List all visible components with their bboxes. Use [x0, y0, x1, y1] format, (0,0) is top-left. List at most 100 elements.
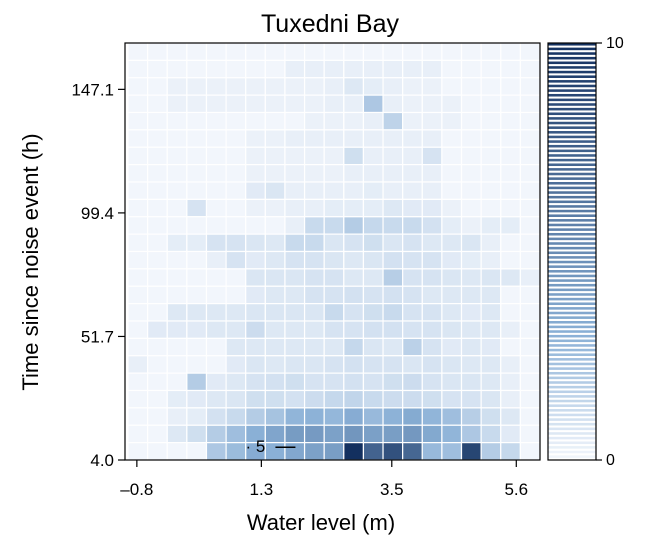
heatmap-cell: [264, 94, 286, 114]
heatmap-cell: [441, 372, 463, 392]
heatmap-cell: [343, 250, 365, 270]
colorbar-stripe: [548, 409, 596, 412]
heatmap-cell: [343, 233, 365, 253]
chart-title: Tuxedni Bay: [261, 10, 400, 38]
heatmap-cell: [421, 146, 443, 166]
heatmap-cell: [343, 424, 365, 444]
heatmap-cell: [402, 424, 423, 444]
colorbar-stripe: [548, 66, 596, 69]
heatmap-cells: [127, 42, 541, 461]
colorbar-stripe: [548, 52, 596, 55]
heatmap-cell: [500, 164, 521, 183]
heatmap-cell: [343, 181, 365, 200]
heatmap-cell: [362, 424, 384, 444]
heatmap-cell: [166, 442, 188, 461]
heatmap-cell: [421, 442, 443, 461]
colorbar-min-label: 0: [606, 452, 615, 469]
heatmap-cell: [343, 407, 365, 426]
heatmap-cell: [460, 42, 482, 61]
heatmap-cell: [166, 129, 188, 148]
heatmap-cell: [323, 372, 345, 392]
heatmap-cell: [303, 407, 325, 426]
heatmap-cell: [382, 77, 404, 96]
heatmap-cell: [421, 372, 443, 392]
heatmap-cell: [441, 303, 463, 322]
heatmap-cell: [500, 129, 521, 148]
heatmap-cell: [362, 42, 384, 61]
heatmap-cell: [500, 303, 521, 322]
heatmap-cell: [225, 216, 247, 235]
colorbar-stripe: [548, 242, 596, 245]
colorbar-stripe: [548, 371, 596, 375]
colorbar-stripe: [548, 418, 596, 421]
heatmap-cell: [382, 442, 404, 461]
x-tick-label: 5.6: [504, 480, 528, 499]
colorbar-frame: [547, 42, 597, 461]
heatmap-cell: [480, 442, 502, 461]
colorbar-stripe: [548, 214, 596, 217]
heatmap-cell: [205, 111, 227, 131]
heatmap-cell: [147, 164, 168, 183]
y-tick-label: 51.7: [81, 327, 114, 346]
heatmap-cell: [127, 355, 149, 374]
colorbar-stripe: [548, 422, 596, 426]
heatmap-cell: [284, 320, 306, 339]
heatmap-cell: [303, 303, 325, 322]
heatmap-cell: [323, 59, 345, 79]
heatmap-cell: [382, 129, 404, 148]
heatmap-cell: [186, 250, 208, 270]
heatmap-cell: [127, 372, 149, 392]
heatmap-cell: [460, 59, 482, 79]
heatmap-cell: [460, 355, 482, 374]
heatmap-cell: [225, 146, 247, 166]
heatmap-cell: [127, 424, 149, 444]
heatmap-cell: [147, 303, 168, 322]
heatmap-cell: [186, 442, 208, 461]
heatmap-cell: [284, 181, 306, 200]
heatmap-cell: [362, 355, 384, 374]
heatmap-cell: [264, 59, 286, 79]
heatmap-cell: [264, 389, 286, 409]
heatmap-cell: [166, 424, 188, 444]
heatmap-cell: [127, 59, 149, 79]
heatmap-cell: [441, 337, 463, 357]
heatmap-cell: [205, 233, 227, 253]
heatmap-cell: [323, 94, 345, 114]
heatmap-cell: [362, 250, 384, 270]
heatmap-cell: [245, 303, 266, 322]
heatmap-cell: [519, 303, 541, 322]
heatmap-cell: [460, 111, 482, 131]
heatmap-cell: [323, 233, 345, 253]
heatmap-cell: [303, 94, 325, 114]
colorbar-stripe: [548, 427, 596, 431]
heatmap-cell: [460, 164, 482, 183]
heatmap-cell: [382, 146, 404, 166]
heatmap-cell: [205, 355, 227, 374]
heatmap-cell: [343, 355, 365, 374]
colorbar-stripe: [548, 158, 596, 162]
heatmap-cell: [127, 129, 149, 148]
heatmap-cell: [362, 146, 384, 166]
heatmap-cell: [362, 337, 384, 357]
heatmap-cell: [382, 250, 404, 270]
heatmap-cell: [500, 337, 521, 357]
heatmap-cell: [264, 181, 286, 200]
colorbar-stripe: [548, 228, 596, 231]
heatmap-cell: [362, 77, 384, 96]
heatmap-cell: [245, 111, 266, 131]
heatmap-cell: [245, 233, 266, 253]
heatmap-cell: [323, 442, 345, 461]
heatmap-cell: [421, 389, 443, 409]
heatmap-cell: [343, 146, 365, 166]
heatmap-cell: [519, 216, 541, 235]
colorbar-stripe: [548, 117, 596, 120]
heatmap-cell: [205, 389, 227, 409]
heatmap-cell: [343, 372, 365, 392]
colorbar-stripe: [548, 358, 596, 361]
heatmap-cell: [382, 42, 404, 61]
colorbar-stripe: [548, 126, 596, 129]
colorbar-stripe: [548, 84, 596, 88]
heatmap-cell: [382, 303, 404, 322]
heatmap-cell: [205, 285, 227, 305]
heatmap-cell: [186, 59, 208, 79]
